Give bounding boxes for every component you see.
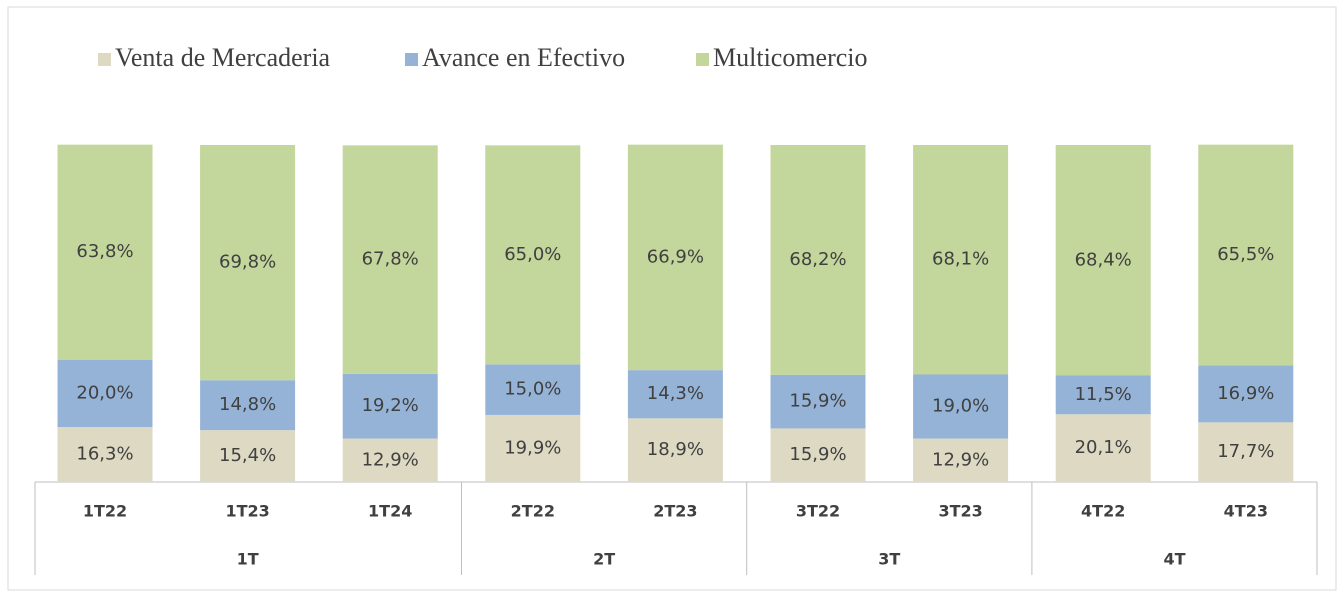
bar-segment	[57, 427, 153, 482]
data-label: 66,9%	[647, 246, 704, 267]
data-label: 68,2%	[789, 249, 846, 270]
bar-segment	[57, 359, 153, 428]
group-label: 1T	[237, 550, 259, 569]
data-label: 19,2%	[362, 395, 419, 416]
legend-swatch	[98, 53, 111, 66]
bar-segment	[1055, 375, 1151, 415]
data-label: 14,3%	[647, 383, 704, 404]
bar-segment	[1055, 414, 1151, 482]
bar-segment	[913, 145, 1009, 375]
group-label: 4T	[1163, 550, 1185, 569]
bar-segment	[485, 364, 581, 415]
data-label: 65,5%	[1217, 244, 1274, 265]
data-label: 14,8%	[219, 394, 276, 415]
data-label: 19,9%	[504, 437, 561, 458]
legend-swatch	[696, 53, 709, 66]
bar-segment	[770, 428, 866, 482]
data-label: 65,0%	[504, 244, 561, 265]
data-label: 17,7%	[1217, 441, 1274, 462]
bar-segment	[485, 145, 581, 365]
bar-segment	[770, 145, 866, 375]
data-label: 15,0%	[504, 379, 561, 400]
bar-segment	[1198, 422, 1294, 482]
x-tick-label: 1T22	[83, 502, 127, 521]
x-tick-label: 2T22	[511, 502, 555, 521]
bar-segment	[342, 145, 438, 374]
legend-swatch	[405, 53, 418, 66]
bar-segment	[200, 380, 296, 431]
data-label: 63,8%	[76, 241, 133, 262]
bar-segment	[770, 374, 866, 429]
data-label: 11,5%	[1075, 384, 1132, 405]
bar-segment	[342, 373, 438, 439]
bar-segment	[200, 145, 296, 381]
data-label: 15,4%	[219, 445, 276, 466]
bar-segment	[627, 370, 723, 419]
data-label: 15,9%	[789, 391, 846, 412]
data-label: 19,0%	[932, 396, 989, 417]
group-label: 3T	[878, 550, 900, 569]
data-label: 20,1%	[1075, 437, 1132, 458]
bar-segment	[1198, 365, 1294, 423]
chart-border	[7, 6, 1337, 591]
bar-segment	[627, 418, 723, 482]
x-tick-label: 3T23	[938, 502, 982, 521]
x-tick-label: 2T23	[653, 502, 697, 521]
x-tick-label: 1T24	[368, 502, 412, 521]
bar-segment	[342, 438, 438, 482]
data-label: 15,9%	[789, 444, 846, 465]
data-label: 12,9%	[932, 449, 989, 470]
bar-segment	[627, 144, 723, 371]
data-label: 68,1%	[932, 249, 989, 270]
data-label: 12,9%	[362, 449, 419, 470]
bar-segment	[1198, 144, 1294, 366]
x-tick-label: 3T22	[796, 502, 840, 521]
bar-segment	[913, 438, 1009, 482]
data-label: 16,3%	[76, 444, 133, 465]
legend-label: Venta de Mercaderia	[115, 43, 331, 72]
data-label: 20,0%	[76, 382, 133, 403]
group-label: 2T	[593, 550, 615, 569]
bar-segment	[57, 144, 153, 360]
data-label: 69,8%	[219, 252, 276, 273]
bar-segment	[485, 414, 581, 482]
legend-label: Multicomercio	[713, 43, 868, 72]
x-tick-label: 4T22	[1081, 502, 1125, 521]
data-label: 68,4%	[1075, 249, 1132, 270]
data-label: 67,8%	[362, 249, 419, 270]
x-tick-label: 4T23	[1224, 502, 1268, 521]
bar-segment	[200, 430, 296, 482]
bar-segment	[913, 374, 1009, 439]
legend-label: Avance en Efectivo	[422, 43, 625, 72]
data-label: 16,9%	[1217, 383, 1274, 404]
data-label: 18,9%	[647, 439, 704, 460]
bar-segment	[1055, 145, 1151, 376]
x-tick-label: 1T23	[225, 502, 269, 521]
